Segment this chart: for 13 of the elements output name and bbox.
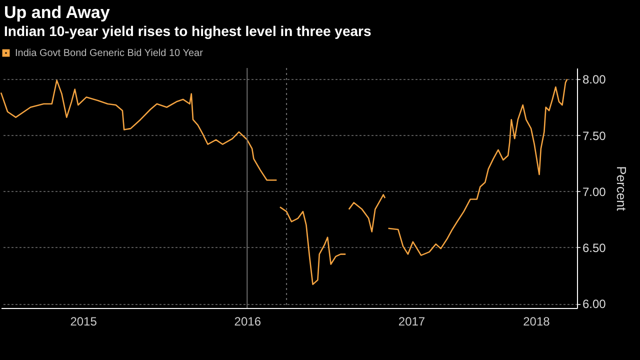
y-tick-label: 7.00 [582,184,606,199]
y-tick-label: 6.00 [582,297,606,312]
y-tick-label: 6.50 [582,240,606,255]
legend-label: India Govt Bond Generic Bid Yield 10 Year [15,48,204,59]
y-tick-label: 8.00 [582,72,606,87]
chart-subtitle: Indian 10-year yield rises to highest level in three years [4,23,372,39]
x-tick-label: 2015 [70,314,98,328]
x-tick-label: 2016 [234,314,262,328]
x-tick-label: 2017 [398,314,426,328]
y-tick-label: 7.50 [582,128,606,143]
chart-title: Up and Away [4,3,110,22]
y-axis-title: Percent [614,166,629,212]
x-tick-label: 2018 [523,314,550,328]
